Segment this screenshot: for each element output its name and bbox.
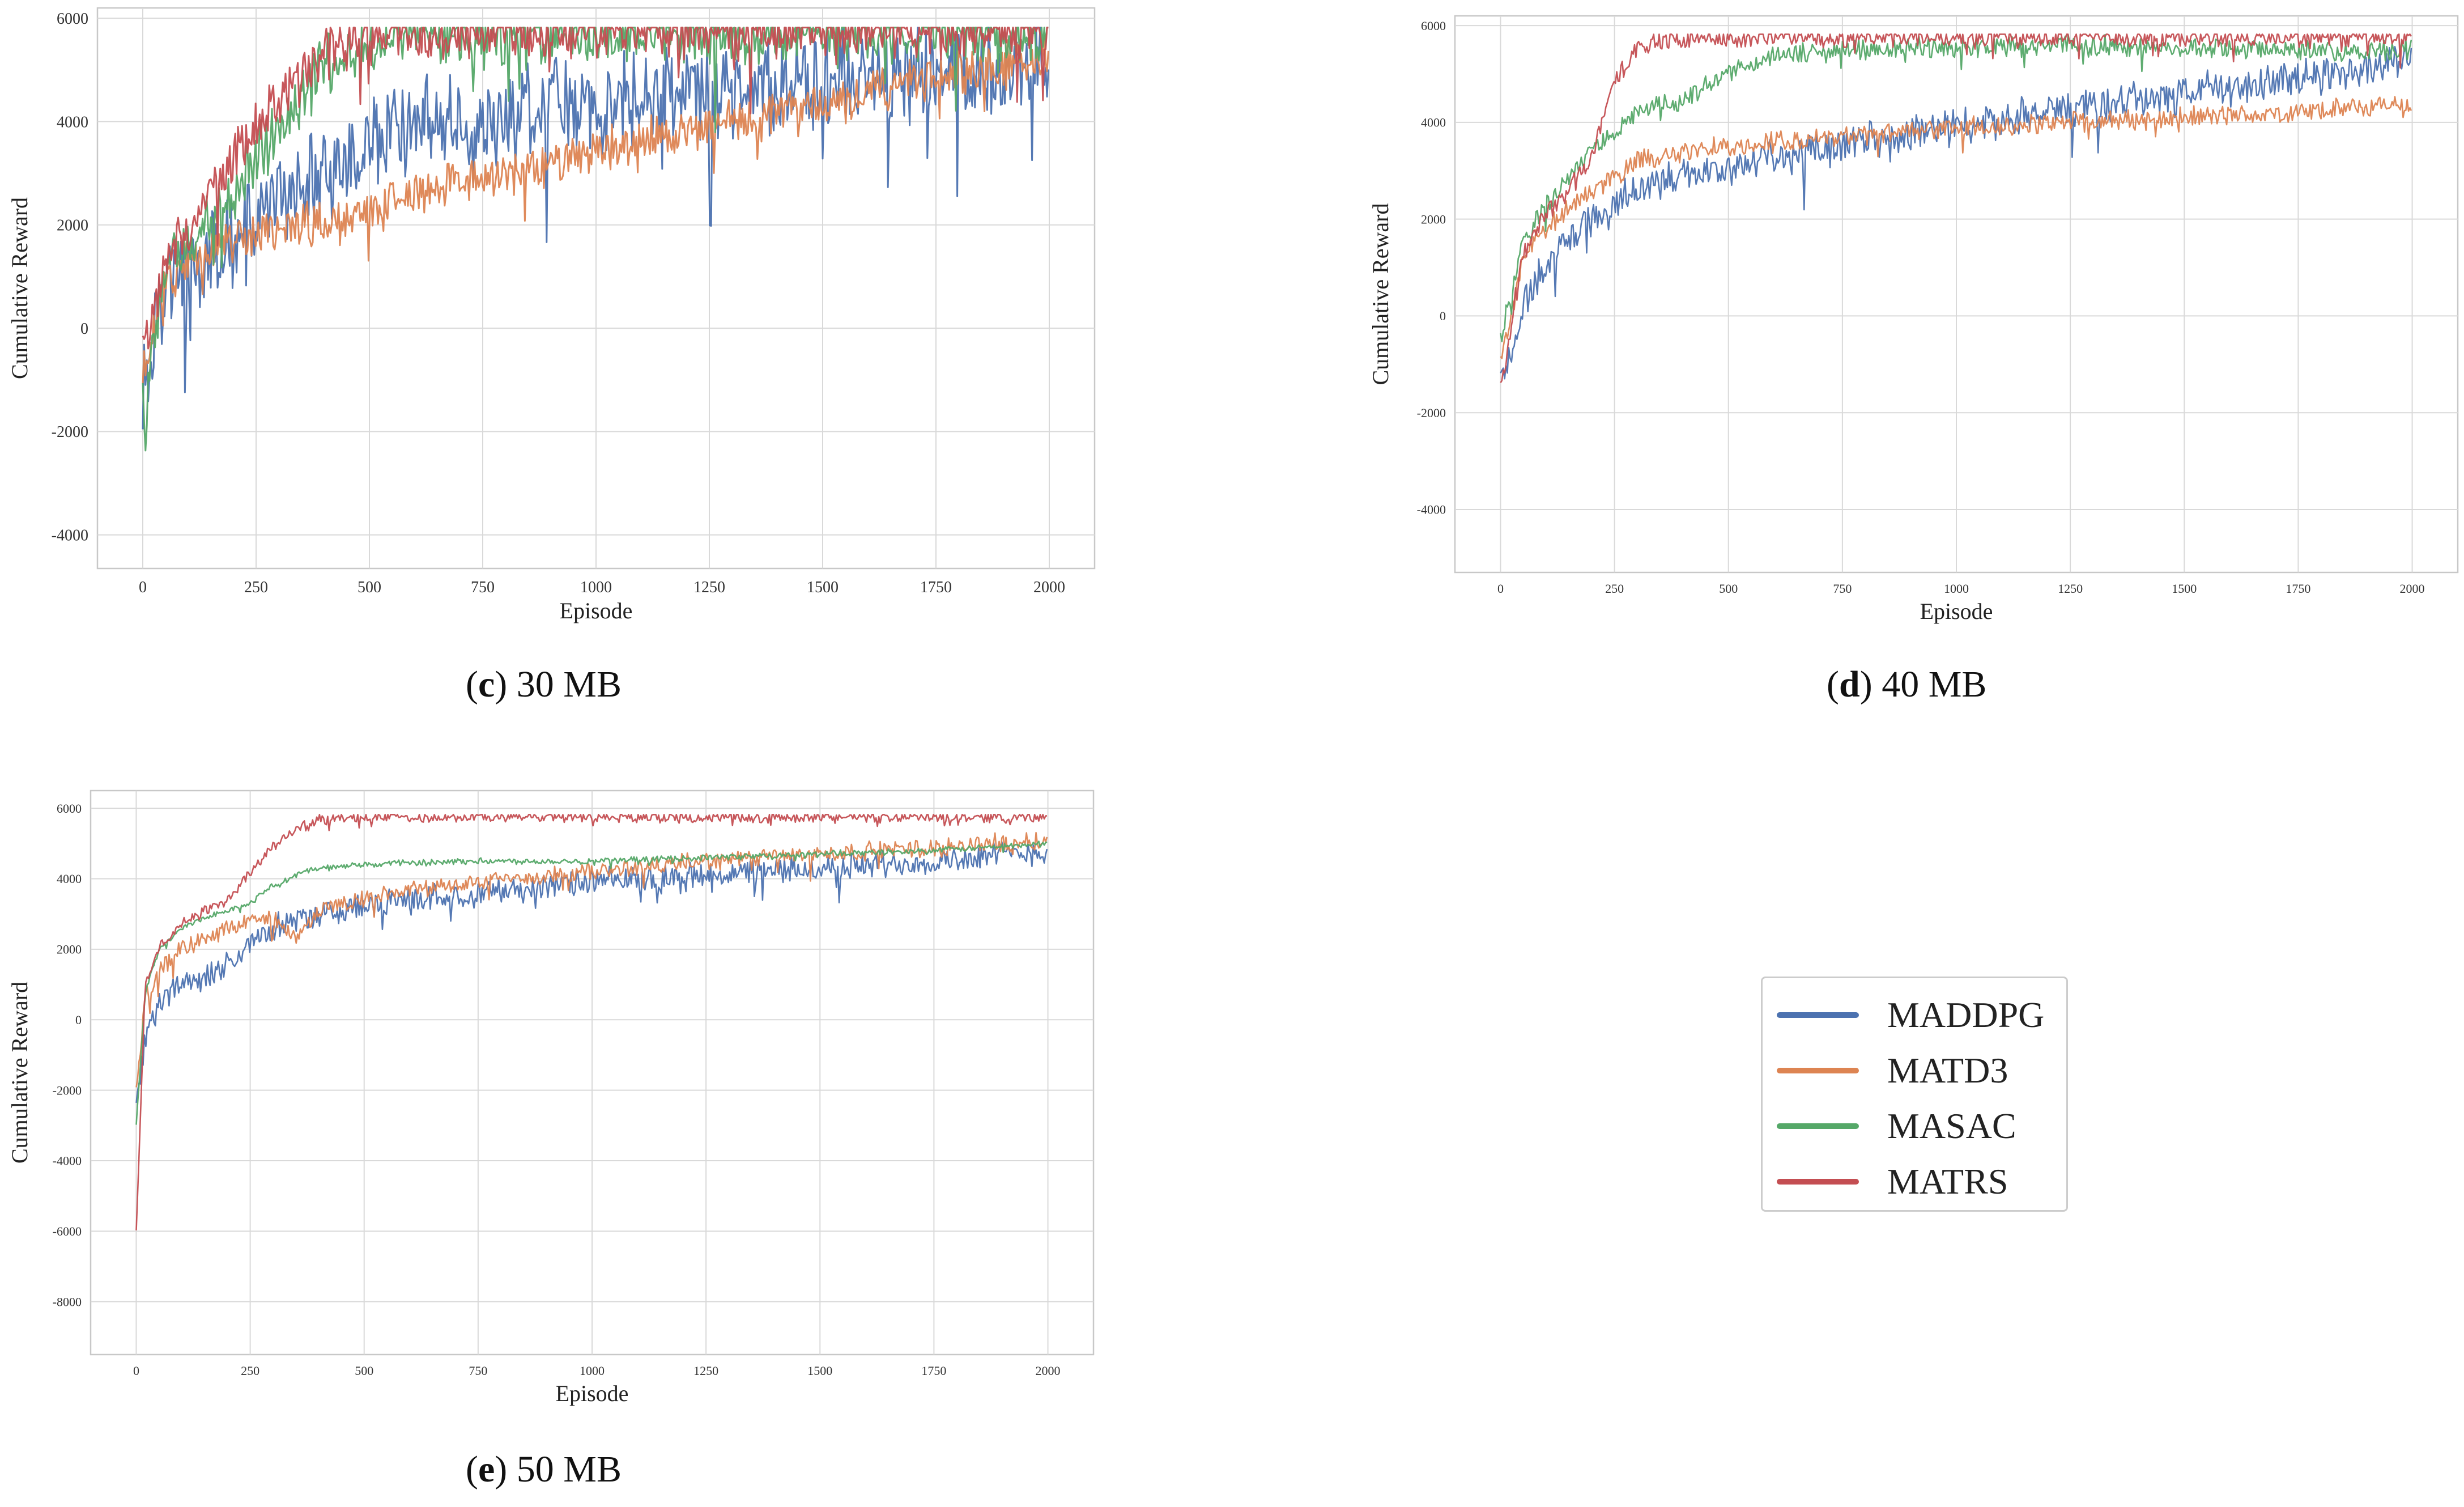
legend-label: MATD3 xyxy=(1887,1050,2008,1090)
series-line-matrs xyxy=(142,27,1049,350)
y-tick-label: 0 xyxy=(80,320,88,338)
x-tick-label: 750 xyxy=(1833,581,1852,596)
y-tick-label: 4000 xyxy=(57,113,88,131)
y-tick-label: -2000 xyxy=(52,423,88,441)
caption-letter: c xyxy=(478,664,495,705)
y-tick-label: -6000 xyxy=(53,1224,82,1238)
caption-40mb: (d) 40 MB xyxy=(1827,664,1987,705)
legend-swatch xyxy=(1777,1179,1859,1185)
series-line-maddpg xyxy=(1500,46,2412,380)
x-tick-label: 500 xyxy=(358,579,381,596)
legend-swatch xyxy=(1777,1123,1859,1129)
legend-swatch xyxy=(1777,1068,1859,1073)
x-tick-label: 1750 xyxy=(920,579,952,596)
legend-swatch xyxy=(1777,1012,1859,1018)
x-tick-label: 1500 xyxy=(807,579,839,596)
x-tick-label: 1250 xyxy=(693,1364,718,1378)
x-tick-label: 1500 xyxy=(2172,581,2197,596)
legend-item-maddpg: MADDPG xyxy=(1763,988,2066,1039)
chart-40mb: 0 250 500 750 1000 1250 1500 1750 2000 -4000 -2000… xyxy=(1368,15,2459,624)
y-tick-label: 0 xyxy=(75,1013,82,1027)
y-tick-label: -4000 xyxy=(1417,503,1446,517)
series-line-masac xyxy=(1500,33,2412,343)
series-line-matd3 xyxy=(135,831,1048,1088)
y-tick-label: 0 xyxy=(1440,309,1446,323)
x-tick-label: 2000 xyxy=(1036,1364,1061,1378)
legend-item-matrs: MATRS xyxy=(1763,1155,2066,1206)
series-line-matd3 xyxy=(1500,96,2412,359)
x-tick-label: 0 xyxy=(139,579,147,596)
x-tick-label: 750 xyxy=(469,1364,487,1378)
x-tick-label: 0 xyxy=(133,1364,139,1378)
x-axis-label: Episode xyxy=(560,598,633,623)
legend-item-matd3: MATD3 xyxy=(1763,1044,2066,1095)
y-tick-label: 6000 xyxy=(57,801,82,816)
series-line-matrs xyxy=(1500,33,2412,383)
caption-letter: e xyxy=(478,1449,495,1490)
caption-30mb: (c) 30 MB xyxy=(466,664,622,705)
y-axis-label: Cumulative Reward xyxy=(7,982,32,1164)
y-tick-label: 6000 xyxy=(1421,19,1446,33)
x-axis-label: Episode xyxy=(556,1381,629,1406)
x-tick-label: 500 xyxy=(1719,581,1738,596)
x-tick-label: 250 xyxy=(241,1364,259,1378)
legend: MADDPG MATD3 MASAC MATRS xyxy=(1761,977,2068,1212)
y-tick-label: 2000 xyxy=(57,943,82,957)
x-tick-label: 1250 xyxy=(2058,581,2083,596)
caption-text: 30 MB xyxy=(507,664,622,705)
x-tick-label: 1000 xyxy=(580,1364,605,1378)
caption-text: 40 MB xyxy=(1872,664,1987,705)
x-tick-label: 250 xyxy=(1605,581,1624,596)
y-tick-label: 4000 xyxy=(1421,116,1446,130)
x-tick-label: 0 xyxy=(1497,581,1504,596)
x-tick-label: 250 xyxy=(244,579,268,596)
y-tick-label: 6000 xyxy=(57,10,88,28)
y-tick-label: -4000 xyxy=(53,1154,82,1168)
y-tick-label: -4000 xyxy=(52,527,88,545)
series-line-maddpg xyxy=(142,27,1049,430)
series-line-masac xyxy=(135,840,1048,1125)
y-tick-label: 2000 xyxy=(1421,212,1446,226)
x-tick-label: 1250 xyxy=(693,579,725,596)
x-tick-label: 2000 xyxy=(1033,579,1065,596)
x-tick-label: 1000 xyxy=(1944,581,1969,596)
x-tick-label: 1750 xyxy=(2286,581,2310,596)
y-axis-label: Cumulative Reward xyxy=(1368,203,1393,385)
caption-text: 50 MB xyxy=(507,1449,622,1490)
legend-label: MATRS xyxy=(1887,1161,2008,1202)
x-tick-label: 1500 xyxy=(807,1364,832,1378)
caption-letter: d xyxy=(1839,664,1860,705)
series-line-matd3 xyxy=(142,35,1049,384)
legend-item-masac: MASAC xyxy=(1763,1100,2066,1151)
x-tick-label: 1000 xyxy=(580,579,612,596)
chart-30mb: 0 250 500 750 1000 1250 1500 1750 2000 -4000 -2000… xyxy=(7,7,1096,623)
x-axis-label: Episode xyxy=(1920,598,1993,624)
chart-50mb: 0 250 500 750 1000 1250 1500 1750 2000 -8000 -6000… xyxy=(7,789,1095,1406)
x-tick-label: 750 xyxy=(471,579,495,596)
y-tick-label: 2000 xyxy=(57,217,88,235)
y-tick-label: -2000 xyxy=(53,1083,82,1097)
x-tick-label: 500 xyxy=(355,1364,373,1378)
series-line-matrs xyxy=(135,814,1048,1230)
legend-label: MADDPG xyxy=(1887,995,2045,1035)
x-tick-label: 1750 xyxy=(921,1364,946,1378)
x-tick-label: 2000 xyxy=(2400,581,2425,596)
y-tick-label: 4000 xyxy=(57,872,82,886)
y-tick-label: -2000 xyxy=(1417,406,1446,420)
legend-label: MASAC xyxy=(1887,1106,2016,1146)
y-axis-label: Cumulative Reward xyxy=(7,197,32,379)
y-tick-label: -8000 xyxy=(53,1294,82,1309)
caption-50mb: (e) 50 MB xyxy=(466,1449,622,1490)
